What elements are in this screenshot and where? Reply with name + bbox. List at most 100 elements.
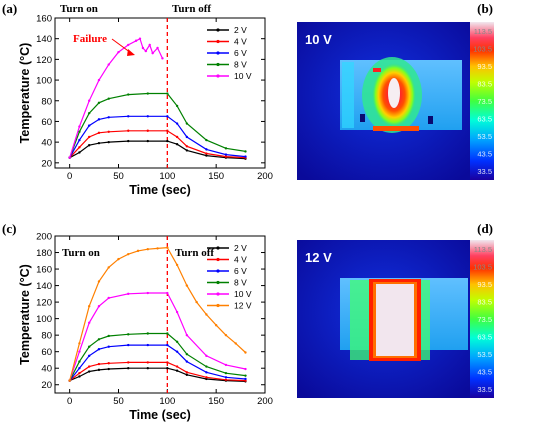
series-line-10v: [69, 37, 163, 158]
turn-off-label: Turn off: [172, 3, 211, 15]
data-point: [205, 313, 208, 316]
data-point: [224, 363, 228, 367]
panel-label-a: (a): [2, 1, 17, 16]
data-point: [97, 305, 101, 308]
data-point: [224, 155, 228, 158]
data-point: [166, 129, 169, 132]
voltage-label-d: 12 V: [305, 250, 332, 265]
data-point: [68, 156, 71, 159]
x-tick-label: 50: [113, 396, 124, 407]
data-point: [185, 360, 189, 363]
data-point: [97, 280, 101, 283]
data-point: [185, 333, 189, 337]
series-line-8v: [69, 92, 246, 158]
data-point: [205, 371, 208, 374]
data-point: [185, 122, 189, 125]
legend-marker: [216, 257, 220, 262]
data-point: [107, 362, 110, 365]
y-tick-label: 20: [41, 158, 52, 169]
data-point: [138, 37, 142, 40]
data-point: [127, 333, 130, 336]
data-point: [205, 354, 208, 358]
y-tick-label: 40: [41, 138, 52, 149]
legend-label: 6 V: [234, 48, 247, 58]
data-point: [107, 266, 110, 269]
data-point: [185, 135, 189, 139]
data-point: [175, 369, 179, 372]
y-tick-label: 120: [36, 298, 52, 309]
legend-marker: [216, 303, 220, 308]
data-point: [151, 51, 154, 55]
x-tick-label: 0: [67, 171, 72, 182]
data-point: [205, 138, 208, 142]
x-tick-label: 100: [159, 171, 175, 182]
data-point: [146, 115, 149, 118]
colorbar-b: [470, 22, 494, 180]
data-point: [244, 379, 247, 382]
data-point: [146, 248, 149, 251]
data-point: [161, 57, 164, 60]
data-point: [224, 378, 228, 381]
data-point: [224, 153, 228, 156]
data-point: [97, 338, 101, 341]
colorbar-tick-label: 33.5: [477, 167, 492, 176]
data-point: [205, 148, 208, 151]
data-point: [244, 150, 247, 153]
colorbar-tick-label: 43.5: [477, 150, 492, 159]
colorbar-tick-label: 113.5: [474, 27, 492, 36]
data-point: [166, 139, 169, 143]
hot-core: [388, 78, 400, 108]
data-point: [224, 376, 228, 379]
data-point: [146, 343, 149, 347]
x-axis-label: Time (sec): [129, 183, 191, 197]
y-tick-label: 100: [36, 314, 52, 325]
data-point: [87, 111, 91, 115]
data-point: [195, 300, 198, 304]
data-point: [185, 352, 189, 356]
data-point: [166, 343, 169, 347]
colorbar-tick-label: 93.5: [477, 62, 492, 71]
y-tick-label: 80: [41, 331, 52, 342]
data-point: [78, 360, 81, 363]
legend-label: 2 V: [234, 25, 247, 35]
data-point: [78, 146, 81, 149]
colorbar-tick-label: 93.5: [477, 280, 492, 289]
colorbar-tick-label: 63.5: [477, 115, 492, 124]
turn-on-label: Turn on: [60, 3, 98, 15]
data-point: [244, 374, 247, 377]
failure-mark: [373, 68, 381, 72]
data-point: [205, 365, 208, 368]
y-tick-label: 160: [36, 14, 52, 25]
data-point: [97, 118, 101, 121]
legend-marker: [216, 269, 220, 273]
data-point: [107, 116, 110, 119]
colorbar-tick-label: 83.5: [477, 79, 492, 88]
legend-marker: [216, 28, 220, 32]
data-point: [127, 129, 130, 132]
data-point: [87, 345, 91, 348]
data-point: [185, 373, 189, 377]
y-axis-label: Temperature (°C): [18, 264, 32, 365]
data-point: [175, 365, 179, 368]
voltage-label-b: 10 V: [305, 32, 332, 47]
data-point: [175, 122, 179, 125]
thermal-panel-b: (b) 10 V 113.5 103.5 93.5 83.5 73.5 63.5 53.5 4…: [297, 1, 494, 180]
data-point: [146, 332, 149, 335]
colorbar-d: [470, 240, 494, 398]
colorbar-b-ticks: 113.5 103.5 93.5 83.5 73.5 63.5 53.5 43.5 33.5: [473, 27, 492, 176]
y-axis-label: Temperature (°C): [18, 43, 32, 144]
colorbar-tick-label: 73.5: [477, 97, 492, 106]
failure-arrowhead: [127, 49, 135, 56]
data-point: [78, 125, 81, 128]
colorbar-tick-label: 83.5: [477, 297, 492, 306]
data-point: [127, 139, 130, 143]
y-tick-label: 80: [41, 96, 52, 107]
data-point: [97, 131, 101, 135]
y-tick-label: 140: [36, 281, 52, 292]
data-point: [156, 46, 159, 50]
legend-marker: [216, 292, 220, 296]
data-point: [148, 43, 151, 47]
legend-label: 2 V: [234, 243, 247, 253]
data-point: [87, 305, 91, 308]
